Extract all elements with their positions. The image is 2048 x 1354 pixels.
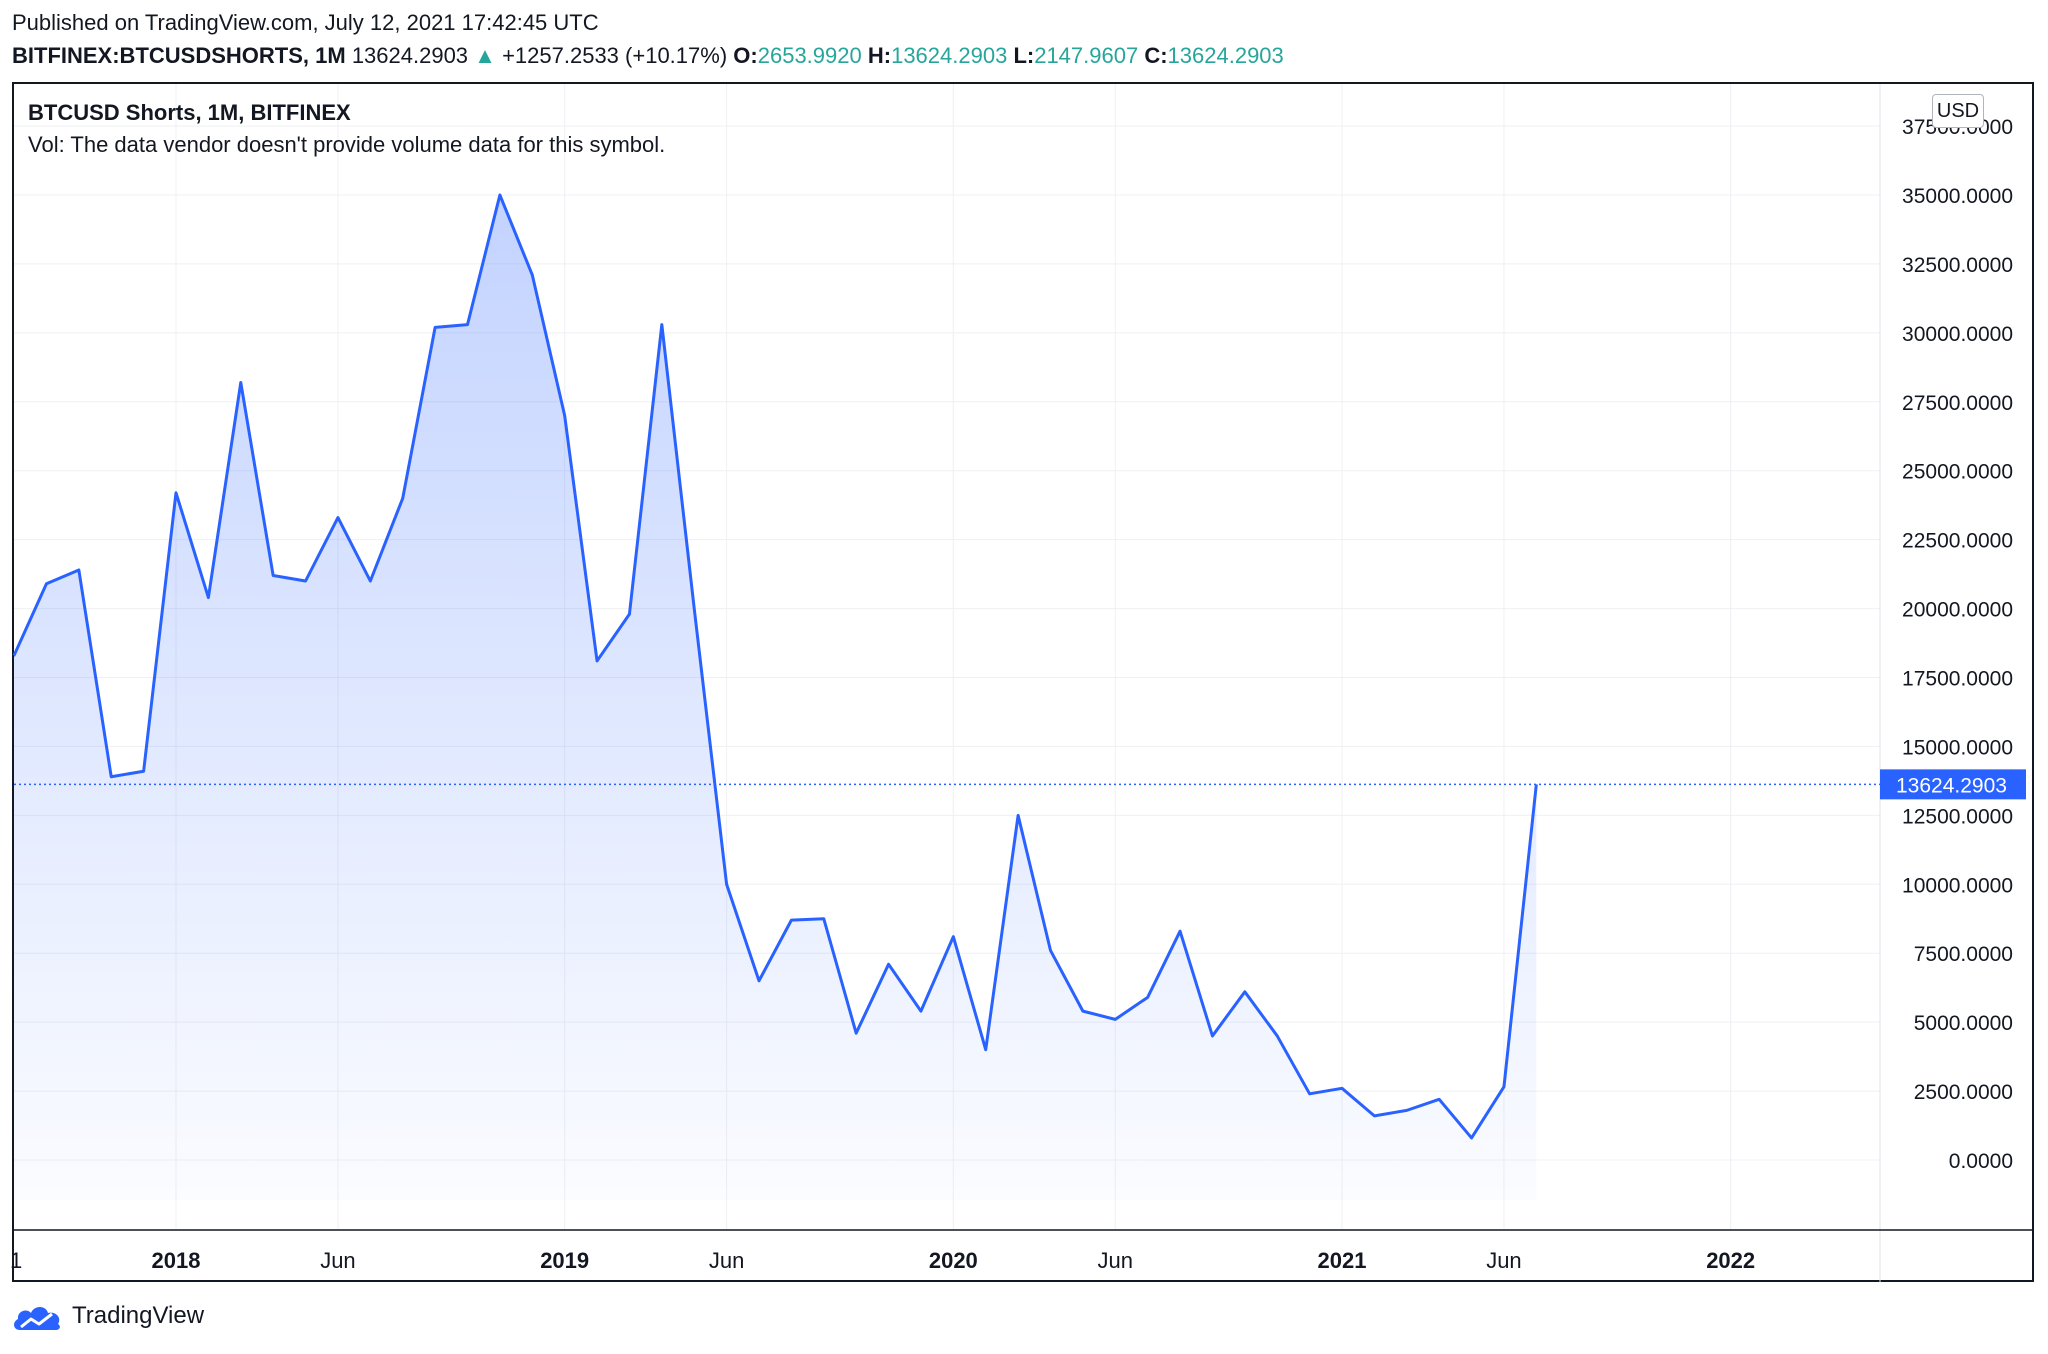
published-line: Published on TradingView.com, July 12, 2… — [12, 10, 599, 35]
x-tick-label: Jun — [320, 1248, 355, 1273]
symbol-label: BITFINEX:BTCUSDSHORTS, 1M — [12, 43, 346, 68]
y-tick-label: 32500.0000 — [1902, 254, 2013, 277]
price-area-fill — [14, 195, 1537, 1200]
close-label: C: — [1144, 43, 1168, 68]
y-tick-label: 7500.0000 — [1914, 943, 2013, 966]
y-tick-label: 25000.0000 — [1902, 461, 2013, 484]
price-line — [12, 193, 1538, 1140]
y-tick-label: 27500.0000 — [1902, 392, 2013, 415]
y-tick-label: 22500.0000 — [1902, 530, 2013, 553]
x-tick-label: Jun — [709, 1248, 744, 1273]
low-value: 2147.9607 — [1034, 43, 1139, 68]
x-tick-label: 2018 — [152, 1248, 201, 1273]
x-tick-label: Jun — [1486, 1248, 1521, 1273]
y-tick-label: 20000.0000 — [1902, 599, 2013, 622]
series-title: BTCUSD Shorts, 1M, BITFINEX — [28, 100, 351, 125]
last-price-tag-label: 13624.2903 — [1896, 774, 2007, 797]
up-arrow-icon: ▲ — [474, 43, 496, 68]
x-tick-label: 2021 — [1318, 1248, 1367, 1273]
y-tick-label: 35000.0000 — [1902, 185, 2013, 208]
y-tick-label: 2500.0000 — [1914, 1081, 2013, 1104]
tradingview-cloud-icon — [14, 1307, 60, 1330]
last-price-tag — [1880, 769, 2026, 800]
low-label: L: — [1013, 43, 1035, 68]
last-price: 13624.2903 — [351, 43, 469, 68]
x-tick-label: 2020 — [929, 1248, 978, 1273]
chart-frame[interactable] — [12, 82, 2034, 1282]
brand-name: TradingView — [72, 1302, 205, 1329]
currency-badge[interactable]: USD — [1932, 94, 1984, 128]
high-label: H: — [867, 43, 892, 68]
close-value: 13624.2903 — [1167, 43, 1284, 68]
chart-legend: BTCUSD Shorts, 1M, BITFINEX Vol: The dat… — [28, 96, 665, 160]
ohlc-line: BITFINEX:BTCUSDSHORTS, 1M 13624.2903 ▲ +… — [12, 38, 1284, 74]
x-tick-label: 2022 — [1706, 1248, 1755, 1273]
volume-notice: Vol: The data vendor doesn't provide vol… — [28, 132, 666, 157]
open-label: O: — [733, 43, 758, 68]
open-value: 2653.9920 — [757, 43, 862, 68]
y-tick-label: 15000.0000 — [1902, 736, 2013, 759]
high-value: 13624.2903 — [891, 43, 1008, 68]
y-tick-label: 10000.0000 — [1902, 874, 2013, 897]
y-tick-label: 5000.0000 — [1914, 1012, 2013, 1035]
x-tick-label: 2019 — [540, 1248, 589, 1273]
y-tick-label: 17500.0000 — [1902, 668, 2013, 691]
footer: TradingView — [12, 1300, 204, 1332]
y-tick-label: 30000.0000 — [1902, 323, 2013, 346]
x-tick-label: Jun — [1098, 1248, 1133, 1273]
y-tick-label: 12500.0000 — [1902, 805, 2013, 828]
x-tick-label: 1 — [10, 1248, 22, 1273]
price-change: +1257.2533 (+10.17%) — [502, 43, 728, 68]
chart-header: Published on TradingView.com, July 12, 2… — [12, 8, 1284, 74]
y-tick-label: 0.0000 — [1949, 1150, 2013, 1173]
